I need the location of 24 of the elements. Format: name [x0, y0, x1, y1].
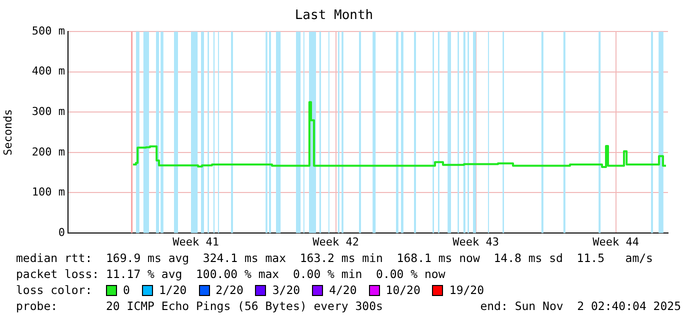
text: end: Sun Nov 2 02:40:04 2025	[480, 298, 681, 314]
y-tick-label: 0	[58, 226, 65, 239]
y-tick-label: 300 m	[32, 105, 66, 118]
x-tick-label: Week 44	[592, 235, 640, 248]
y-tick-label: 500 m	[32, 24, 66, 38]
y-tick-label: 400 m	[32, 64, 66, 78]
x-tick-label: Week 42	[312, 235, 359, 248]
legend-label: 2/20	[216, 283, 244, 297]
y-tick-label: 100 m	[32, 186, 66, 199]
legend-label: 0	[123, 283, 130, 297]
legend-title: loss color:	[16, 283, 94, 297]
legend-label: 4/20	[329, 283, 357, 297]
y-tick-label: 200 m	[32, 145, 66, 158]
legend-label: 19/20	[449, 283, 484, 297]
text: probe: 20 ICMP Echo Pings (56 Bytes) every 300s	[16, 298, 383, 314]
text: packet loss: 11.17 % avg 100.00 % max 0.00 % min 0.00 % now	[16, 266, 446, 282]
x-tick-label: Week 41	[172, 235, 219, 248]
legend-label: 10/20	[386, 283, 420, 297]
y-axis-title: Seconds	[1, 109, 14, 156]
legend-label: 3/20	[272, 283, 300, 297]
x-tick-label: Week 43	[452, 235, 499, 248]
legend-label: 1/20	[158, 283, 187, 297]
chart-title: Last Month	[294, 8, 374, 24]
text: median rtt: 169.9 ms avg 324.1 ms max 163.2 ms min 168.1 ms now 14.8 ms sd 11.5 am/s	[16, 250, 654, 266]
